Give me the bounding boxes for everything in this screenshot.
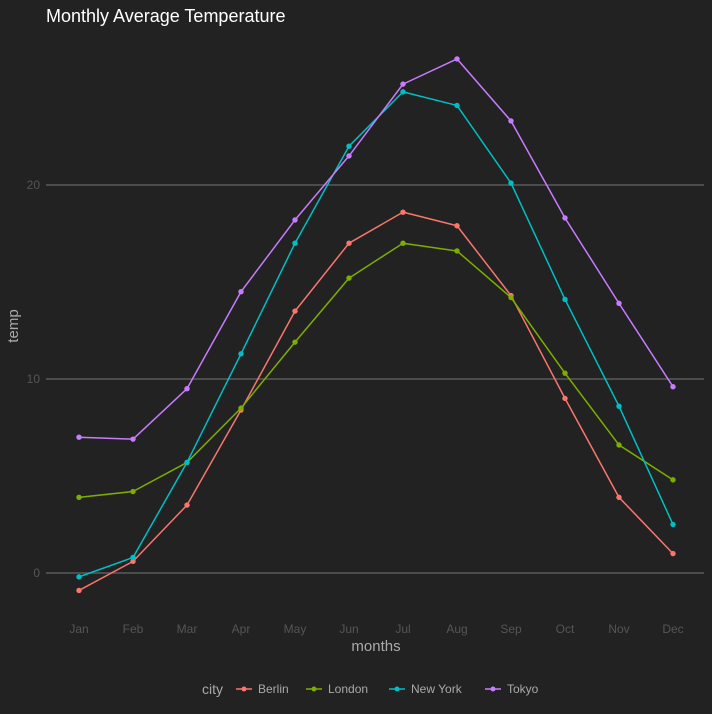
data-point-london-jan [76,494,82,501]
legend-label-new-york: New York [411,682,463,696]
x-tick-label: Feb [123,622,144,636]
data-point-new-york-feb [130,554,136,561]
series-london [76,240,676,501]
data-point-berlin-jul [400,209,406,215]
x-tick-label: Mar [177,622,198,636]
data-point-new-york-apr [238,351,244,357]
legend-key-point [241,686,247,692]
data-point-tokyo-sep [508,118,514,124]
data-point-berlin-oct [562,395,568,402]
x-tick-label: Sep [500,622,522,636]
legend-key-point [490,686,496,692]
gridlines [46,184,704,574]
x-tick-label: Jan [69,622,88,636]
legend-key-point [311,686,317,692]
data-point-berlin-aug [454,223,460,229]
y-tick-label: 20 [27,178,41,192]
legend-label-london: London [328,682,368,696]
data-point-london-oct [562,370,568,376]
x-axis-ticks: Jan Feb Mar Apr May Jun Jul Aug Sep Oct Nov Dec [69,622,683,636]
legend-label-berlin: Berlin [258,682,289,696]
data-point-new-york-jun [346,143,352,149]
legend-item-berlin: Berlin [236,682,289,696]
y-axis-ticks: 0 10 20 [27,178,41,580]
chart-title: Monthly Average Temperature [46,6,285,26]
data-point-new-york-dec [670,521,676,528]
data-point-tokyo-jun [346,153,352,159]
data-point-london-sep [508,294,514,301]
legend-item-tokyo: Tokyo [485,682,539,696]
data-point-tokyo-oct [562,215,568,221]
data-point-london-apr [238,405,244,411]
data-point-new-york-mar [184,459,190,466]
x-tick-label: May [284,622,307,636]
data-point-new-york-nov [616,403,622,409]
data-point-berlin-may [292,308,298,314]
data-point-tokyo-feb [130,436,136,442]
data-point-tokyo-dec [670,384,676,390]
data-point-berlin-jun [346,240,352,246]
x-tick-label: Jun [339,622,358,636]
data-point-london-dec [670,477,676,483]
x-tick-label: Jul [395,622,410,636]
data-point-tokyo-mar [184,386,190,392]
data-point-tokyo-jan [76,434,82,440]
x-tick-label: Aug [446,622,467,636]
data-point-new-york-may [292,240,298,246]
data-point-tokyo-may [292,217,298,223]
data-point-berlin-dec [670,550,676,557]
data-point-tokyo-jul [400,81,406,87]
y-tick-label: 0 [33,566,40,580]
series-layer [76,56,676,594]
data-point-london-nov [616,442,622,448]
y-axis-title: temp [5,309,22,342]
data-point-new-york-aug [454,102,460,109]
data-point-berlin-mar [184,502,190,508]
data-point-london-aug [454,248,460,254]
data-point-new-york-sep [508,180,514,186]
legend-item-new-york: New York [389,682,463,696]
x-axis-title: months [351,638,400,655]
series-line-london [78,242,674,499]
series-line-berlin [78,211,674,592]
x-tick-label: Oct [556,622,575,636]
data-point-berlin-nov [616,494,622,501]
series-berlin [76,209,676,594]
data-point-new-york-jul [400,89,406,95]
legend-key-point [394,686,400,692]
x-tick-label: Apr [232,622,251,636]
x-tick-label: Dec [662,622,683,636]
x-tick-label: Nov [608,622,629,636]
data-point-london-jun [346,275,352,281]
legend-label-tokyo: Tokyo [507,682,539,696]
data-point-tokyo-apr [238,289,244,295]
series-tokyo [76,56,676,442]
series-line-tokyo [78,58,674,440]
data-point-berlin-jan [76,587,82,594]
data-point-london-jul [400,240,406,246]
data-point-tokyo-nov [616,300,622,307]
data-point-tokyo-aug [454,56,460,62]
data-point-berlin-feb [130,558,136,565]
legend-item-london: London [306,682,368,696]
data-point-london-feb [130,488,136,495]
legend-title: city [202,681,223,697]
data-point-london-may [292,339,298,345]
data-point-new-york-jan [76,574,82,580]
data-point-new-york-oct [562,296,568,303]
legend: city Berlin London New York Tokyo [202,681,539,697]
y-tick-label: 10 [27,372,41,386]
